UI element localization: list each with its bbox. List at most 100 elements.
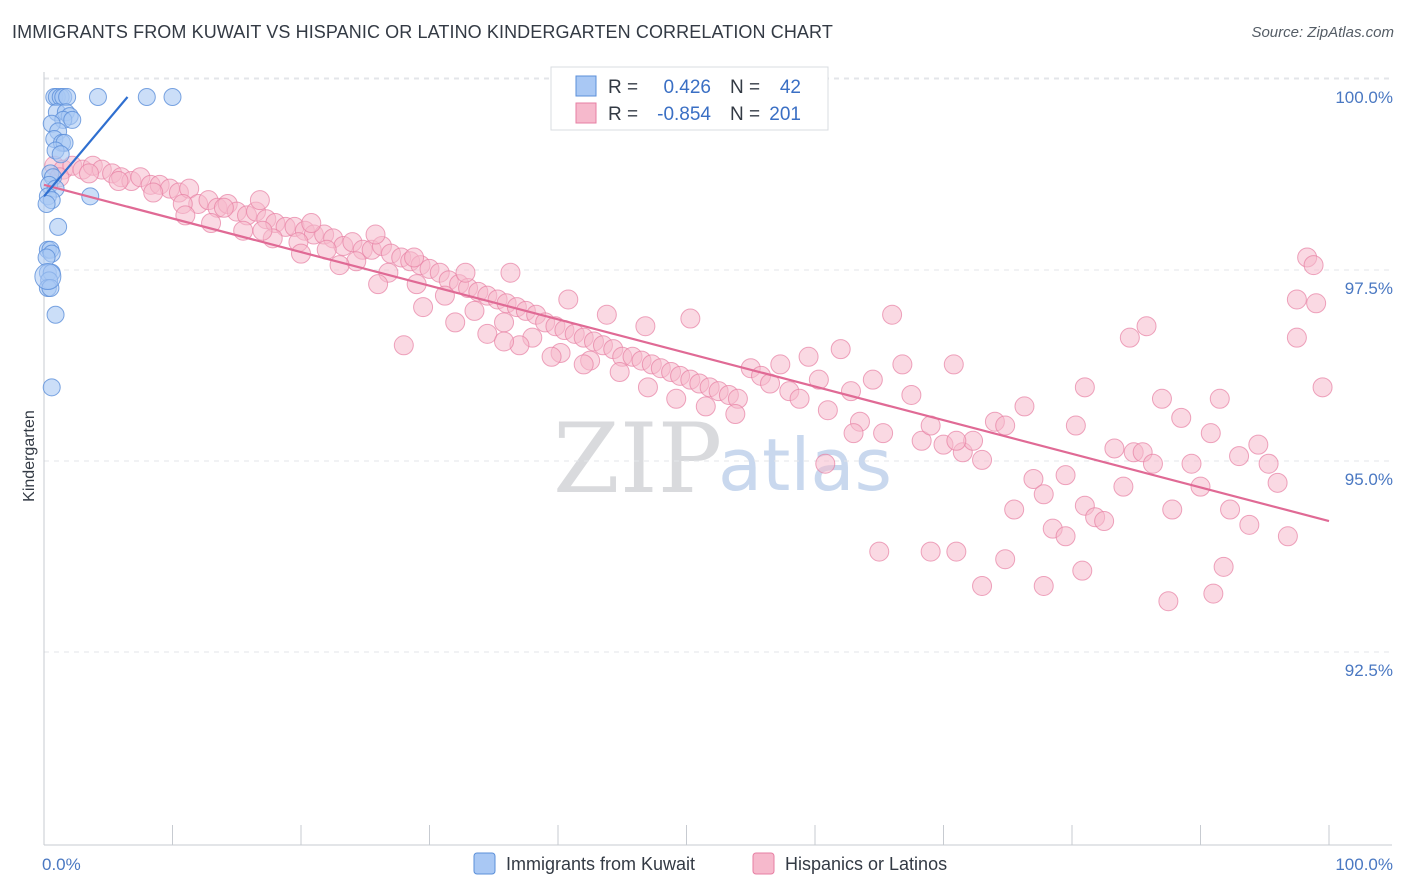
legend-label-hispanics-latinos: Hispanics or Latinos (785, 854, 947, 874)
hispanics-point-188 (1158, 591, 1179, 612)
hispanics-point-110 (365, 224, 386, 245)
hispanics-point-193 (1136, 316, 1157, 337)
hispanics-point-172 (1258, 453, 1279, 474)
hispanics-point-106 (541, 346, 562, 367)
chart-title: IMMIGRANTS FROM KUWAIT VS HISPANIC OR LA… (12, 22, 833, 42)
hispanics-point-177 (1306, 293, 1327, 314)
source-credit: Source: ZipAtlas.com (1251, 24, 1394, 41)
series-hispanics-points (44, 155, 1333, 612)
hispanics-point-104 (477, 323, 498, 344)
hispanics-point-157 (1113, 476, 1134, 497)
hispanics-point-91 (609, 362, 630, 383)
hispanics-point-168 (1220, 499, 1241, 520)
series-legend: Immigrants from Kuwait Hispanics or Lati… (473, 852, 947, 875)
hispanics-point-146 (1004, 499, 1025, 520)
kuwait-point-4 (58, 88, 77, 106)
x-tick-label-1: 100.0% (1335, 855, 1393, 874)
stats-legend: R = 0.426 N = 42 R = -0.854 N = 201 (550, 66, 829, 131)
hispanics-point-179 (1303, 255, 1324, 276)
hispanics-point-180 (869, 541, 890, 562)
hispanics-point-75 (143, 182, 164, 203)
hispanics-point-185 (1033, 575, 1054, 596)
hispanics-point-129 (830, 339, 851, 360)
hispanics-point-143 (972, 449, 993, 470)
hispanics-point-112 (455, 262, 476, 283)
hispanics-point-137 (911, 430, 932, 451)
hispanics-point-103 (445, 312, 466, 333)
hispanics-point-148 (1023, 469, 1044, 489)
hispanics-point-181 (920, 541, 941, 562)
legend-n-label-hispanics: N = (730, 104, 760, 125)
hispanics-point-118 (393, 335, 414, 356)
y-tick-label-0: 100.0% (1335, 88, 1393, 107)
hispanics-point-155 (1094, 511, 1115, 532)
kuwait-point-19 (51, 145, 70, 164)
hispanics-point-127 (808, 369, 829, 390)
legend-n-value-kuwait: 42 (780, 77, 801, 98)
kuwait-large-point-0 (34, 263, 62, 291)
legend-swatch-immigrants-kuwait (473, 852, 496, 875)
y-tick-label-3: 92.5% (1345, 661, 1393, 680)
hispanics-point-113 (500, 262, 521, 283)
legend-swatch-hispanics-latinos (752, 852, 775, 875)
hispanics-point-156 (1104, 438, 1125, 459)
hispanics-point-126 (798, 346, 819, 367)
hispanics-point-97 (213, 197, 234, 218)
hispanics-point-94 (695, 396, 716, 417)
watermark-zip: ZIP (553, 403, 722, 515)
hispanics-point-163 (1171, 407, 1192, 428)
hispanics-point-107 (573, 354, 594, 375)
hispanics-point-151 (1055, 465, 1076, 486)
hispanics-point-197 (843, 423, 864, 444)
hispanics-point-178 (1312, 377, 1333, 398)
hispanics-point-100 (329, 255, 350, 276)
kuwait-point-26 (37, 194, 56, 213)
legend-r-label-hispanics: R = (608, 104, 638, 125)
hispanics-point-132 (862, 369, 883, 390)
hispanics-point-194 (1074, 377, 1095, 398)
hispanics-point-117 (680, 308, 701, 329)
hispanics-point-169 (1229, 446, 1250, 467)
hispanics-point-133 (873, 423, 894, 444)
kuwait-point-38 (46, 305, 65, 324)
hispanics-point-134 (882, 304, 903, 325)
hispanics-point-111 (404, 247, 425, 268)
hispanics-point-152 (1065, 415, 1086, 436)
hispanics-point-174 (1277, 526, 1298, 547)
hispanics-point-123 (770, 354, 791, 375)
trend-lines (43, 96, 1330, 523)
hispanics-point-116 (635, 316, 656, 337)
hispanics-point-114 (558, 289, 579, 310)
kuwait-point-28 (49, 217, 68, 236)
hispanics-point-87 (494, 312, 515, 333)
hispanics-point-98 (252, 220, 273, 241)
series-kuwait-points (34, 88, 182, 397)
hispanics-point-170 (1239, 514, 1260, 535)
kuwait-point-7 (163, 88, 182, 106)
hispanics-point-175 (1286, 289, 1307, 310)
kuwait-point-5 (88, 88, 107, 106)
hispanics-point-184 (995, 549, 1016, 570)
hispanics-point-115 (596, 304, 617, 325)
legend-r-value-kuwait: 0.426 (663, 77, 711, 98)
legend-n-value-hispanics: 201 (769, 104, 801, 125)
hispanics-point-109 (301, 213, 322, 234)
hispanics-point-86 (464, 300, 485, 321)
hispanics-point-130 (840, 381, 861, 402)
hispanics-point-161 (1151, 388, 1172, 409)
hispanics-point-191 (1286, 327, 1307, 348)
hispanics-point-186 (1055, 526, 1076, 547)
hispanics-point-135 (892, 354, 913, 375)
hispanics-point-183 (972, 575, 993, 596)
hispanics-point-93 (666, 388, 687, 409)
hispanics-point-162 (1162, 499, 1183, 520)
hispanics-point-182 (946, 541, 967, 562)
hispanics-point-160 (1142, 453, 1163, 474)
hispanics-point-119 (494, 331, 515, 352)
legend-r-value-hispanics: -0.854 (657, 104, 711, 125)
hispanics-trend-line (43, 183, 1330, 523)
hispanics-point-92 (637, 377, 658, 398)
hispanics-point-73 (78, 163, 99, 184)
kuwait-point-6 (137, 88, 156, 106)
